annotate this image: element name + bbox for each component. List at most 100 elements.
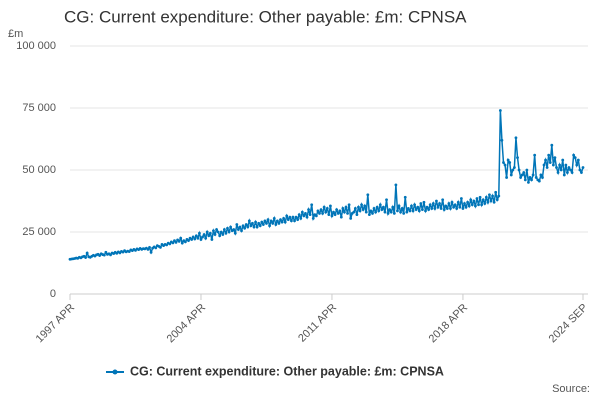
point — [539, 173, 543, 177]
point — [305, 215, 309, 219]
point — [374, 210, 378, 214]
point — [410, 204, 413, 208]
point — [179, 236, 183, 240]
point — [339, 215, 343, 219]
point — [208, 231, 212, 235]
point — [564, 163, 568, 167]
point — [420, 208, 424, 212]
point — [502, 161, 505, 164]
point — [358, 209, 362, 213]
y-tick-label: 0 — [50, 288, 56, 300]
point — [344, 205, 348, 209]
point — [517, 168, 521, 172]
point — [405, 210, 409, 214]
point — [252, 225, 256, 229]
point — [391, 205, 395, 209]
x-tick-label: 2011 APR — [296, 302, 339, 345]
point — [324, 210, 328, 214]
point — [307, 208, 310, 212]
point — [194, 234, 198, 238]
point — [569, 168, 572, 172]
point — [452, 205, 455, 209]
point — [464, 205, 468, 209]
point — [547, 153, 551, 157]
point — [318, 212, 321, 215]
point — [338, 209, 342, 213]
point — [450, 200, 454, 204]
point — [282, 216, 286, 220]
point — [221, 233, 225, 236]
point — [261, 223, 265, 226]
point — [469, 198, 473, 202]
point — [525, 168, 529, 172]
point — [314, 214, 318, 218]
point — [500, 138, 504, 142]
point — [389, 210, 393, 214]
point — [403, 195, 407, 199]
point — [531, 173, 535, 177]
point — [528, 176, 532, 179]
point — [202, 233, 206, 236]
point — [396, 209, 399, 213]
point — [146, 247, 150, 251]
point — [290, 219, 293, 223]
y-tick-label: 100 000 — [16, 40, 56, 52]
point — [246, 225, 250, 229]
point — [283, 220, 287, 224]
point — [341, 207, 345, 210]
point — [244, 223, 248, 226]
point — [494, 190, 498, 194]
point — [522, 171, 526, 174]
source: Source: — [552, 383, 590, 395]
point — [369, 209, 373, 213]
point — [371, 212, 374, 215]
point — [375, 205, 379, 209]
point — [514, 136, 518, 140]
point — [495, 198, 499, 202]
point — [548, 161, 552, 164]
point — [411, 209, 415, 213]
point — [475, 197, 479, 200]
point — [297, 213, 301, 217]
point — [198, 231, 201, 235]
point — [397, 204, 401, 208]
point — [453, 203, 457, 207]
point — [481, 198, 485, 202]
point — [321, 212, 325, 215]
point — [310, 203, 314, 207]
point — [509, 173, 513, 177]
legend-marker — [112, 369, 118, 375]
point — [190, 238, 194, 241]
point — [433, 207, 437, 210]
point — [224, 231, 228, 235]
point — [527, 181, 530, 184]
point — [258, 224, 262, 228]
point — [322, 205, 326, 209]
point — [558, 163, 562, 167]
y-tick-label: 25 000 — [22, 226, 56, 238]
x-tick-label: 2024 SEP — [547, 302, 591, 346]
point — [458, 205, 462, 209]
point — [544, 158, 547, 162]
point — [168, 242, 172, 246]
point — [382, 205, 385, 209]
point — [102, 253, 106, 257]
point — [447, 202, 451, 205]
point — [444, 204, 448, 208]
point — [372, 207, 376, 210]
point — [330, 214, 334, 218]
point — [556, 171, 560, 174]
point — [478, 195, 482, 199]
point — [212, 229, 215, 233]
point — [520, 173, 524, 177]
point — [201, 235, 204, 239]
point — [357, 205, 360, 209]
point — [498, 109, 502, 112]
point — [406, 207, 410, 210]
point — [378, 203, 382, 207]
point — [438, 202, 441, 205]
point — [474, 204, 477, 208]
point — [336, 212, 340, 215]
x-tick-label: 1997 APR — [34, 302, 78, 346]
point — [269, 219, 273, 223]
